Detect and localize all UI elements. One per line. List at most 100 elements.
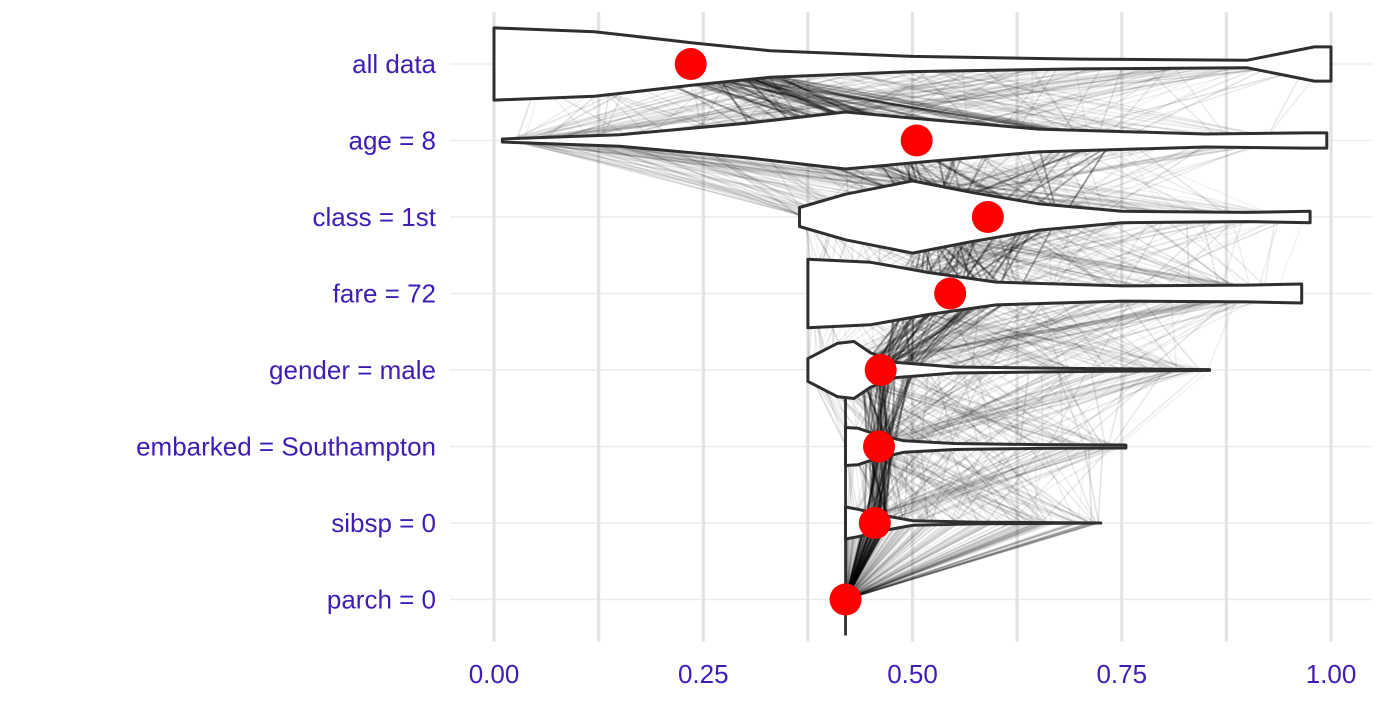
mean-point xyxy=(863,430,896,463)
trajectory-line xyxy=(803,63,1287,600)
trajectory-line xyxy=(516,63,1256,601)
y-axis-labels: all data age = 8 class = 1st fare = 72 gende… xyxy=(136,49,437,615)
trajectory-line xyxy=(523,63,1153,601)
trajectory-line xyxy=(795,63,1196,601)
mean-point xyxy=(864,354,897,386)
trajectory-line xyxy=(845,63,1249,601)
trajectory-line xyxy=(541,63,1094,601)
x-axis-tick-label: 0.75 xyxy=(1096,659,1147,689)
y-axis-label: parch = 0 xyxy=(327,585,436,615)
trajectory-line xyxy=(555,63,1195,601)
trajectory-line xyxy=(553,63,1215,600)
trajectory-line xyxy=(510,63,1107,601)
trajectory-line xyxy=(800,63,1157,600)
trajectory-line xyxy=(554,63,1244,601)
trajectory-line xyxy=(605,63,1192,601)
trajectory-line xyxy=(513,63,930,601)
trajectory-line xyxy=(830,63,1075,600)
trajectory-line xyxy=(845,63,1276,601)
trajectory-line xyxy=(506,63,1023,601)
y-axis-label: sibsp = 0 xyxy=(331,508,436,538)
violin-shape xyxy=(806,340,1212,400)
x-axis-labels: 0.00 0.25 0.50 0.75 1.00 xyxy=(469,659,1357,689)
trajectory-line xyxy=(546,63,1235,601)
trajectory-line xyxy=(504,63,1155,600)
trajectory-line xyxy=(807,63,1289,600)
trajectory-line xyxy=(501,63,1078,601)
trajectory-line xyxy=(561,63,1318,600)
trajectory-line xyxy=(602,63,1104,600)
trajectory-line xyxy=(527,63,1191,601)
trajectory-line xyxy=(845,63,1105,601)
trajectory-line xyxy=(844,63,1172,600)
x-axis-tick-label: 1.00 xyxy=(1306,659,1357,689)
trajectory-line xyxy=(513,63,1094,601)
mean-points xyxy=(674,48,1004,616)
x-axis-tick-label: 0.50 xyxy=(887,659,938,689)
trajectory-line xyxy=(520,63,1034,601)
trajectory-line xyxy=(533,63,1178,600)
trajectory-line xyxy=(808,63,1231,601)
trajectory-line xyxy=(614,63,1039,601)
trajectory-line xyxy=(611,63,1285,600)
trajectory-line xyxy=(572,63,1167,601)
trajectory-line xyxy=(708,63,1123,600)
trajectory-line xyxy=(519,63,1191,601)
mean-point xyxy=(858,507,891,539)
trajectory-line xyxy=(525,63,1078,601)
trajectory-line xyxy=(799,63,1282,601)
violin-shape xyxy=(492,26,1333,102)
violin-shape xyxy=(806,257,1304,330)
trajectory-line xyxy=(845,63,1316,601)
x-axis-tick-label: 0.25 xyxy=(678,659,729,689)
trajectory-line xyxy=(623,63,1248,601)
trajectory-line xyxy=(505,63,1137,601)
mean-point xyxy=(674,48,707,80)
trajectory-line xyxy=(656,63,1257,601)
mean-point xyxy=(900,124,933,157)
trajectory-line xyxy=(502,63,1221,600)
trajectory-line xyxy=(511,63,1208,601)
trajectory-line xyxy=(571,63,1263,600)
y-axis-label: class = 1st xyxy=(312,202,436,232)
y-axis-label: age = 8 xyxy=(349,126,436,156)
trajectory-line xyxy=(813,63,1133,601)
trajectory-line xyxy=(808,63,1268,600)
trajectory-line xyxy=(585,63,1285,601)
violin-shape xyxy=(798,179,1312,255)
trajectory-line xyxy=(799,63,1326,601)
trajectory-line xyxy=(845,63,1214,601)
trajectory-line xyxy=(556,63,1099,601)
mean-point xyxy=(829,583,862,616)
mean-point xyxy=(971,201,1004,233)
trajectory-line xyxy=(570,63,1313,601)
trajectory-line xyxy=(541,63,1181,601)
trajectory-line xyxy=(811,63,1232,601)
mean-point xyxy=(934,277,967,310)
trajectory-line xyxy=(574,63,1066,601)
x-axis-tick-label: 0.00 xyxy=(469,659,520,689)
trajectory-line xyxy=(779,63,1273,601)
trajectory-line xyxy=(552,63,1261,601)
trajectory-line xyxy=(845,63,1279,601)
trajectory-line xyxy=(692,63,1079,600)
trajectory-line xyxy=(845,63,1194,601)
trajectory-line xyxy=(600,63,1152,601)
trajectory-line xyxy=(709,63,1206,600)
trajectory-line xyxy=(600,63,936,601)
trajectory-line xyxy=(515,63,930,601)
trajectory-line xyxy=(612,63,1071,601)
y-axis-label: all data xyxy=(352,49,436,79)
y-axis-label: fare = 72 xyxy=(333,279,436,309)
trajectory-line xyxy=(844,63,1308,600)
trajectory-line xyxy=(543,63,1122,601)
trajectory-line xyxy=(845,63,1147,601)
trajectory-line xyxy=(592,63,1211,601)
trajectory-line xyxy=(526,63,1212,601)
y-axis-label: gender = male xyxy=(269,355,436,385)
trajectory-line xyxy=(741,63,1148,601)
trajectory-line xyxy=(560,63,1070,601)
trajectory-line xyxy=(821,63,1267,600)
